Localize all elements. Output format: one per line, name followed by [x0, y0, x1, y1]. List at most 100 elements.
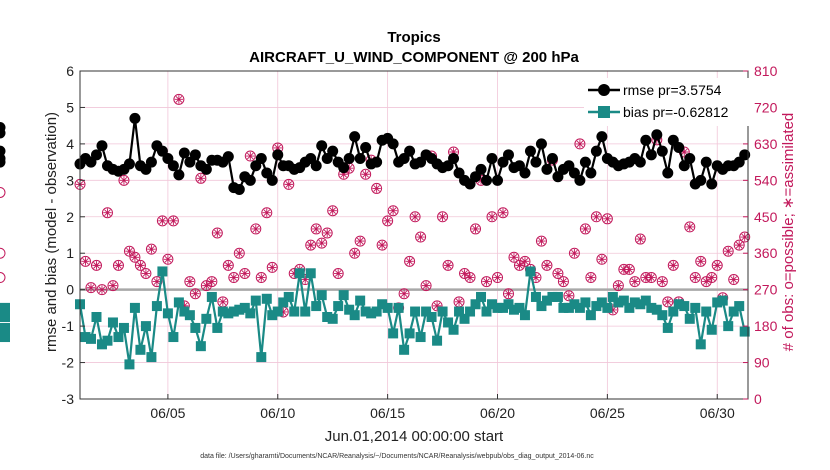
bias-point: [585, 310, 596, 321]
obs-assimilated-point: [636, 234, 645, 244]
obs-assimilated-point: [147, 244, 156, 254]
obs-assimilated-point: [218, 297, 228, 307]
bias-point: [140, 321, 151, 332]
obs-possible-point: [481, 276, 493, 288]
bias-point: [695, 339, 706, 350]
obs-possible-point: [513, 259, 525, 271]
rmse-point: [656, 145, 668, 157]
obs-assimilated-point: [663, 297, 672, 307]
obs-assimilated-point: [119, 176, 129, 185]
bias-point: [349, 310, 360, 321]
bias-point: [421, 306, 432, 317]
obs-possible-point: [244, 150, 256, 162]
y2-tick-label: 0: [754, 391, 762, 407]
obs-possible-point: [695, 255, 707, 267]
y2-tick-label: 180: [754, 318, 778, 334]
bias-point: [635, 299, 646, 310]
rmse-point: [404, 145, 416, 157]
bias-point: [366, 308, 377, 319]
obs-possible-point: [0, 247, 6, 259]
obs-possible-point: [574, 138, 586, 150]
bias-point: [673, 299, 684, 310]
y2-tick-label: 630: [754, 136, 778, 152]
bias-point: [415, 332, 426, 343]
bias-point: [629, 297, 640, 308]
x-tick-label: 06/15: [370, 405, 405, 421]
rmse-point: [255, 152, 267, 164]
obs-possible-point: [601, 213, 613, 225]
obs-possible-point: [634, 233, 646, 245]
rmse-point: [244, 174, 256, 186]
rmse-point: [387, 138, 399, 150]
rmse-point: [360, 142, 372, 154]
legend-bias-label: bias pr=-0.62812: [623, 104, 729, 120]
y-axis-label: rmse and bias (model - observation): [43, 112, 60, 352]
bias-point: [344, 304, 355, 315]
obs-assimilated-point: [180, 301, 189, 311]
obs-assimilated-point: [498, 208, 508, 217]
bias-point: [0, 322, 10, 333]
rmse-point: [590, 145, 602, 157]
bias-point: [618, 295, 629, 306]
obs-possible-point: [579, 223, 591, 235]
rmse-series: [0, 112, 751, 195]
obs-possible-point: [354, 235, 366, 247]
rmse-point: [579, 156, 591, 168]
bias-point: [410, 306, 421, 317]
bias-point: [113, 332, 124, 343]
obs-assimilated-point: [108, 281, 118, 290]
rmse-point: [574, 174, 586, 186]
bias-point: [0, 302, 10, 313]
bias-point: [234, 304, 245, 315]
bias-point: [563, 302, 574, 313]
obs-possible-point: [107, 280, 119, 292]
bias-point: [530, 291, 541, 302]
bias-point: [552, 291, 563, 302]
obs-possible-point: [442, 259, 454, 271]
obs-possible-point: [112, 259, 124, 271]
obs-assimilated-point: [251, 224, 260, 234]
obs-possible-point: [398, 288, 410, 300]
bias-point: [574, 302, 585, 313]
obs-assimilated-point: [564, 291, 574, 300]
obs-possible-point: [129, 251, 141, 263]
bias-point: [454, 306, 465, 317]
bias-point: [195, 341, 206, 352]
obs-possible-point: [255, 272, 267, 284]
bias-point: [399, 344, 410, 355]
bias-point: [124, 359, 135, 370]
obs-possible-point: [519, 255, 531, 267]
obs-possible-point: [349, 247, 361, 259]
obs-possible-point: [470, 223, 482, 235]
bias-point: [487, 299, 498, 310]
obs-possible-point: [437, 211, 449, 223]
obs-possible-point: [173, 93, 185, 105]
bias-point: [173, 297, 184, 308]
bias-point: [272, 306, 283, 317]
obs-possible-point: [541, 259, 553, 271]
obs-assimilated-point: [185, 277, 195, 286]
bias-point: [706, 324, 717, 335]
obs-assimilated-point: [438, 212, 447, 221]
bias-point: [547, 291, 558, 302]
obs-assimilated-point: [575, 139, 585, 149]
y2-tick-label: 450: [754, 209, 778, 225]
bias-point: [734, 301, 745, 312]
obs-possible-point: [211, 227, 223, 239]
obs-possible-point: [552, 267, 564, 279]
bias-point: [250, 295, 261, 306]
obs-assimilated-point: [493, 273, 502, 282]
bias-point: [267, 310, 278, 321]
bias-point: [107, 317, 118, 328]
rmse-point: [651, 129, 663, 141]
obs-assimilated-point: [196, 174, 206, 183]
obs-possible-point: [118, 174, 130, 186]
rmse-point: [200, 163, 212, 175]
obs-assimilated-point: [449, 147, 458, 157]
legend-box: [584, 78, 750, 126]
obs-possible-point: [662, 296, 674, 308]
obs-assimilated-point: [361, 170, 370, 179]
rmse-point: [90, 149, 102, 161]
obs-possible-point: [239, 267, 251, 279]
obs-possible-point: [590, 211, 602, 223]
